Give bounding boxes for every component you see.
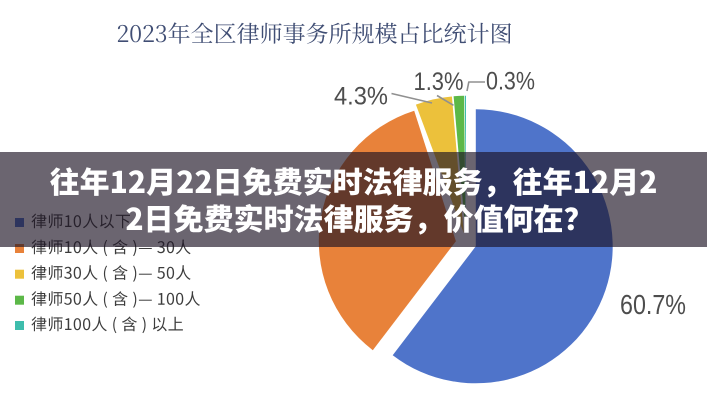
- svg-text:0.3%: 0.3%: [486, 68, 535, 96]
- svg-text:60.7%: 60.7%: [620, 289, 686, 320]
- svg-text:1.3%: 1.3%: [414, 68, 464, 96]
- svg-text:4.3%: 4.3%: [334, 83, 388, 111]
